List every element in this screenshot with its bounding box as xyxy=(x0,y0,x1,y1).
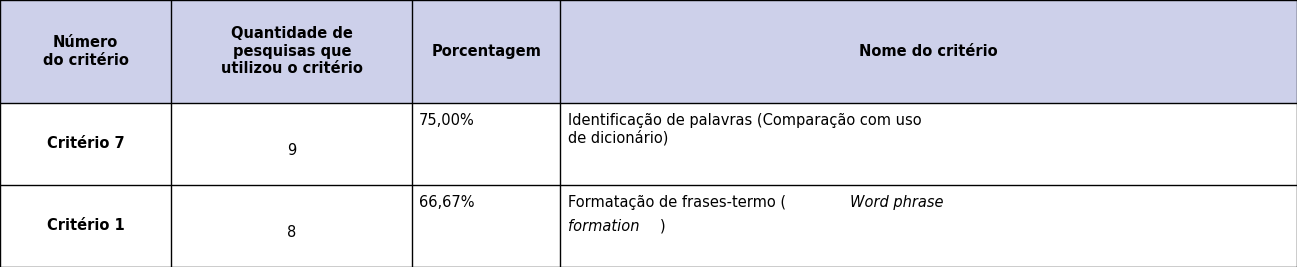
Text: ): ) xyxy=(660,219,665,234)
Text: 75,00%: 75,00% xyxy=(419,113,475,128)
Text: formation: formation xyxy=(568,219,639,234)
Bar xyxy=(0,185,1297,267)
Text: Critério 1: Critério 1 xyxy=(47,218,125,233)
Text: Critério 7: Critério 7 xyxy=(47,136,125,151)
Text: Quantidade de
pesquisas que
utilizou o critério: Quantidade de pesquisas que utilizou o c… xyxy=(220,26,363,76)
Text: Word phrase: Word phrase xyxy=(850,195,943,210)
Text: 8: 8 xyxy=(287,225,297,240)
Text: 66,67%: 66,67% xyxy=(419,195,475,210)
Text: Identificação de palavras (Comparação com uso
de dicionário): Identificação de palavras (Comparação co… xyxy=(568,113,922,146)
Text: Porcentagem: Porcentagem xyxy=(432,44,541,59)
Text: Nome do critério: Nome do critério xyxy=(860,44,997,59)
Text: 9: 9 xyxy=(287,143,297,158)
Text: Número
do critério: Número do critério xyxy=(43,35,128,68)
Text: Formatação de frases-termo (: Formatação de frases-termo ( xyxy=(568,195,786,210)
Bar xyxy=(0,103,1297,185)
Bar xyxy=(0,0,1297,103)
